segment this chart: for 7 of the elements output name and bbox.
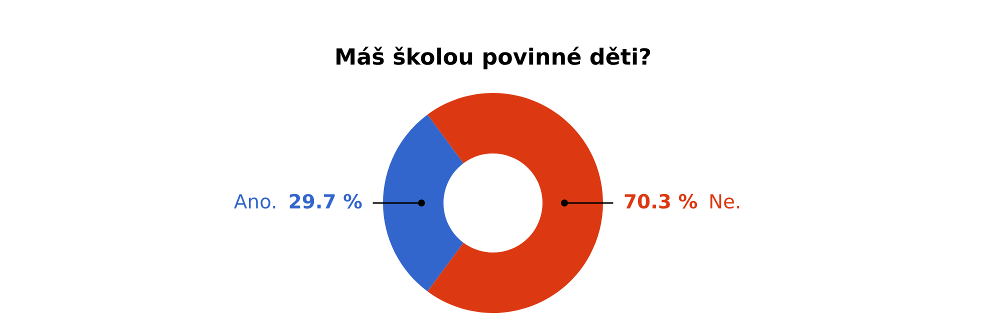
donut-slice — [428, 93, 603, 313]
slice-label: Ne. — [710, 194, 740, 209]
chart-title: Máš školou povinné děti? — [336, 46, 650, 70]
data-label: 70.3 % — [624, 194, 698, 209]
donut-slice — [383, 114, 464, 292]
data-label: 29.7 % — [290, 194, 362, 209]
slice-label: Ano. — [234, 194, 276, 209]
